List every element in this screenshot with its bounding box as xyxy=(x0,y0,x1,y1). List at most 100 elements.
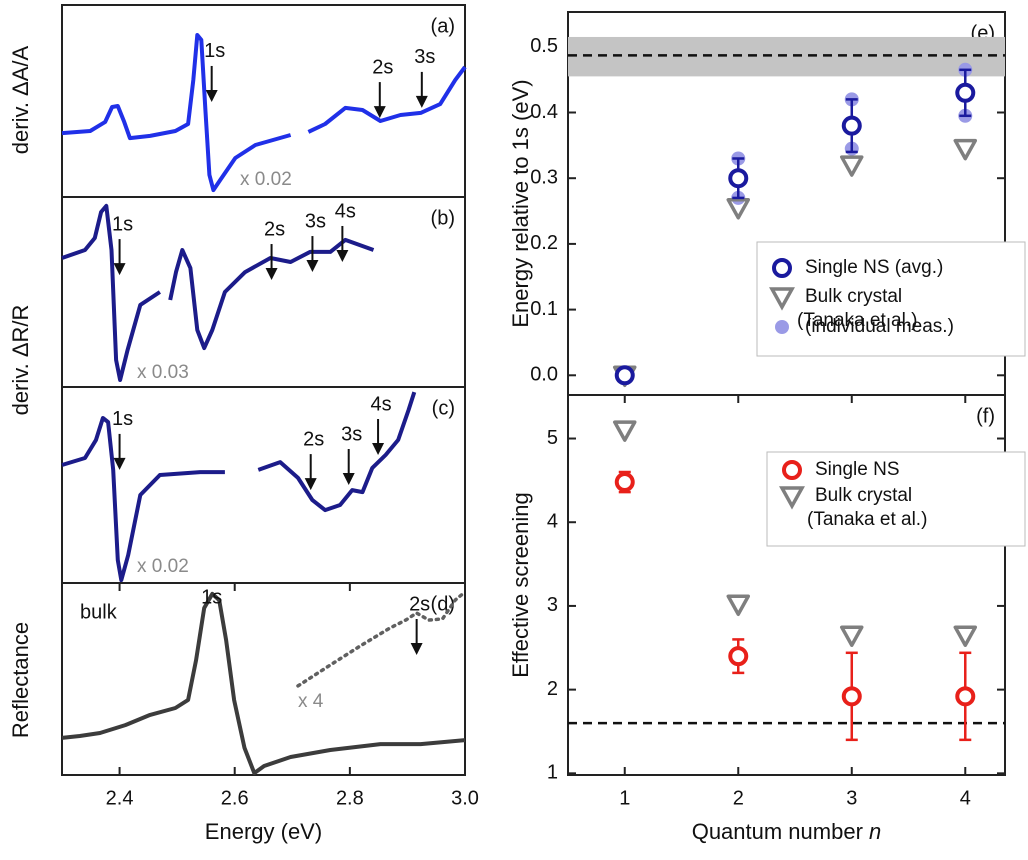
x-axis-label: Quantum number n xyxy=(692,819,882,844)
legend-marker xyxy=(769,287,795,311)
point xyxy=(953,625,978,647)
scale-label: x 0.02 xyxy=(137,556,189,577)
arrow-head xyxy=(306,260,319,273)
arrow-head xyxy=(342,473,355,485)
point xyxy=(728,168,749,189)
legend-box xyxy=(766,451,1026,547)
arrow-head xyxy=(336,249,349,262)
peak-label: 2s xyxy=(409,593,430,615)
y-tick-label: 0.3 xyxy=(530,166,558,188)
arrow-head xyxy=(113,263,126,276)
legend-label: Single NS (avg.) xyxy=(805,257,943,278)
arrow-head xyxy=(410,643,423,655)
peak-label: 3s xyxy=(305,210,326,232)
legend-label: (Tanaka et al.) xyxy=(807,509,927,530)
legend-item: Single NS xyxy=(782,459,900,480)
x-tick-label: 2.4 xyxy=(106,787,134,809)
point xyxy=(953,138,978,161)
point xyxy=(728,646,749,667)
legend-marker xyxy=(779,486,805,510)
shaded-band xyxy=(568,36,1005,77)
panel-label: (a) xyxy=(431,15,455,37)
x-tick-label: 1 xyxy=(619,787,630,809)
x-tick-label: 2.6 xyxy=(221,787,249,809)
spectrum-line xyxy=(296,590,467,688)
legend-item: Bulk crystal (Tanaka et al.) xyxy=(769,286,917,331)
scale-label: x 0.02 xyxy=(240,169,292,190)
legend-item: Bulk crystal (Tanaka et al.) xyxy=(779,485,927,530)
arrow-head xyxy=(372,443,385,456)
panel-label: (f) xyxy=(976,405,995,427)
peak-label: 1s xyxy=(204,40,225,62)
x-axis-label: Energy (eV) xyxy=(205,819,322,844)
point xyxy=(840,625,864,647)
panel-label: (c) xyxy=(432,397,455,419)
y-tick-label: 0.5 xyxy=(530,35,558,57)
point xyxy=(614,472,635,493)
legend-marker xyxy=(775,320,789,334)
note: bulk xyxy=(80,601,118,623)
y-tick-label: 0.2 xyxy=(530,232,558,254)
panel-frame xyxy=(567,394,1006,776)
peak-label: 3s xyxy=(341,423,362,445)
arrow-head xyxy=(373,106,386,119)
y-axis-label: deriv. ΔA/A xyxy=(8,45,33,154)
point xyxy=(840,155,864,177)
arrow-head xyxy=(205,89,218,102)
x-tick-label: 4 xyxy=(960,787,971,809)
legend-label: Single NS xyxy=(815,459,900,480)
point xyxy=(955,686,976,707)
point xyxy=(613,420,637,442)
spectrum-line xyxy=(61,33,467,193)
point xyxy=(726,198,751,220)
legend-label: Bulk crystal xyxy=(815,485,912,506)
legend-box xyxy=(756,241,1026,357)
y-tick-label: 0.1 xyxy=(530,298,558,320)
x-axis-label-var: n xyxy=(869,819,881,844)
point xyxy=(955,82,976,103)
y-axis-label: Energy relative to 1s (eV) xyxy=(508,79,533,327)
y-tick-label: 0.4 xyxy=(530,101,558,123)
legend-item: (individual meas.) xyxy=(775,316,954,337)
y-tick-label: 0.0 xyxy=(530,364,558,386)
peak-label: 2s xyxy=(303,428,324,450)
spectrum-line xyxy=(61,391,417,583)
arrow-head xyxy=(113,457,126,470)
peak-label: 3s xyxy=(414,46,435,68)
peak-label: 2s xyxy=(264,218,285,240)
panel-frame xyxy=(61,582,466,776)
peak-label: 2s xyxy=(372,56,393,78)
y-tick-label: 4 xyxy=(547,511,558,533)
legend-marker xyxy=(782,460,802,480)
peak-label: 4s xyxy=(371,393,392,415)
x-tick-label: 2 xyxy=(733,787,744,809)
legend-label: (Tanaka et al.) xyxy=(797,310,917,331)
spectrum-line xyxy=(61,591,466,776)
point xyxy=(726,594,751,617)
point xyxy=(841,686,862,707)
legend-item: Single NS (avg.) xyxy=(772,257,943,278)
point xyxy=(841,115,862,136)
x-tick-label: 3 xyxy=(846,787,857,809)
x-tick-label: 3.0 xyxy=(451,787,479,809)
y-tick-label: 1 xyxy=(547,762,558,784)
peak-label: 4s xyxy=(335,200,356,222)
x-axis-label-text: Quantum number xyxy=(692,819,863,844)
legend-marker xyxy=(772,258,792,278)
y-axis-label: Reflectance xyxy=(8,622,33,738)
peak-label: 1s xyxy=(112,408,133,430)
arrow-head xyxy=(304,478,317,491)
peak-label: 1s xyxy=(201,586,222,608)
y-tick-label: 2 xyxy=(547,678,558,700)
arrow-head xyxy=(415,95,428,108)
scale-label: x 0.03 xyxy=(137,362,189,383)
peak-label: 1s xyxy=(112,213,133,235)
panel-label: (b) xyxy=(431,207,455,229)
y-tick-label: 3 xyxy=(547,594,558,616)
y-axis-label: Effective screening xyxy=(508,492,533,677)
y-tick-label: 5 xyxy=(547,427,558,449)
y-axis-label: deriv. ΔR/R xyxy=(8,305,33,416)
legend-label: Bulk crystal xyxy=(805,286,902,307)
arrow-head xyxy=(265,268,278,281)
